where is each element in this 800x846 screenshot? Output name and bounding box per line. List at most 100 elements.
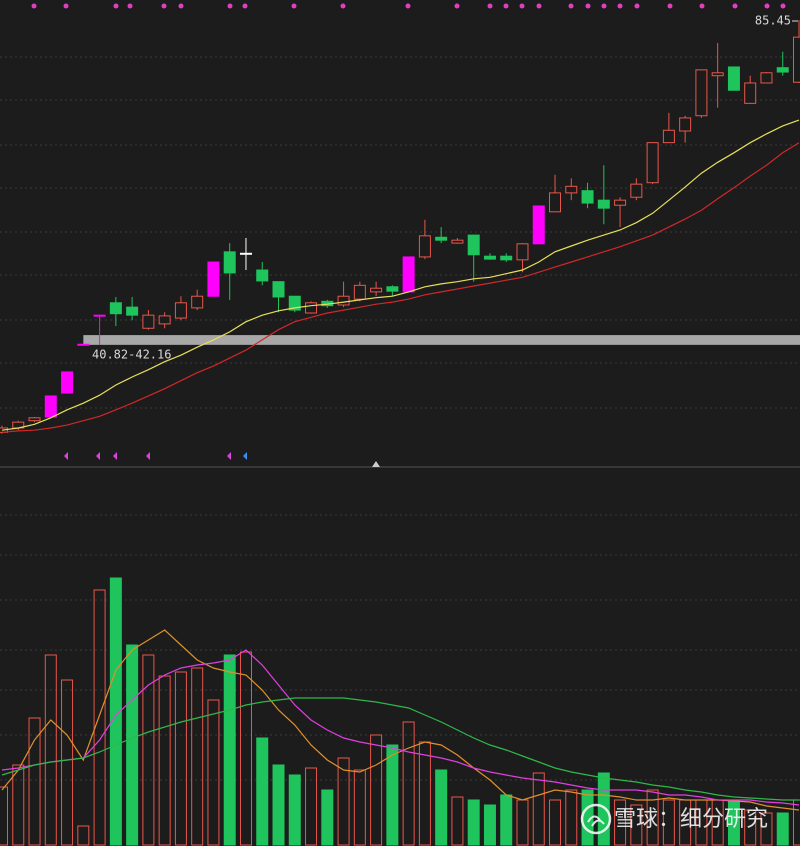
volume-bar bbox=[646, 789, 659, 846]
signal-dot bbox=[667, 3, 673, 9]
signal-arrow bbox=[243, 452, 247, 460]
volume-bar bbox=[435, 769, 448, 846]
signal-dot bbox=[127, 3, 133, 9]
signal-dot bbox=[291, 3, 297, 9]
volume-bar bbox=[516, 799, 529, 846]
candle-body bbox=[760, 72, 773, 84]
candle-body bbox=[711, 72, 724, 77]
volume-bar bbox=[776, 812, 789, 846]
volume-bar bbox=[256, 737, 269, 846]
signals bbox=[31, 3, 786, 460]
grid bbox=[0, 56, 800, 781]
volume-bar bbox=[500, 794, 513, 846]
gap-band: 40.82-42.16 bbox=[83, 335, 800, 362]
watermark-text: 雪球：细分研究 bbox=[614, 807, 768, 832]
candle-body bbox=[353, 284, 366, 300]
signal-dot bbox=[503, 3, 509, 9]
price-ma-line bbox=[1, 142, 800, 433]
signal-dot bbox=[487, 3, 493, 9]
volume-bar bbox=[597, 772, 610, 846]
candle-body bbox=[207, 261, 220, 297]
volume-bar bbox=[386, 744, 399, 846]
candle-body bbox=[109, 302, 122, 315]
volume-bar bbox=[12, 764, 25, 846]
volume-bar bbox=[744, 809, 757, 846]
volume-bar bbox=[532, 772, 545, 846]
volume-bar bbox=[370, 734, 383, 846]
signal-dot bbox=[536, 3, 542, 9]
volume-ma-line bbox=[1, 629, 800, 811]
candle-body bbox=[191, 295, 204, 309]
candle-body bbox=[93, 314, 106, 317]
candle-body bbox=[581, 190, 594, 204]
volume-bar bbox=[191, 667, 204, 846]
candle-body bbox=[174, 302, 187, 319]
plot: 85.45 bbox=[0, 14, 800, 846]
volume-bar bbox=[272, 764, 285, 846]
candle-body bbox=[500, 255, 513, 261]
candle-body bbox=[256, 269, 269, 282]
candle-body bbox=[662, 129, 675, 144]
divider-handle[interactable] bbox=[372, 461, 380, 467]
candle-body bbox=[158, 315, 171, 325]
candle-body bbox=[28, 417, 41, 422]
candle-body bbox=[272, 281, 285, 298]
volume-bar bbox=[44, 654, 57, 846]
candle-body bbox=[776, 67, 789, 73]
candle-body bbox=[288, 295, 301, 311]
candle-body bbox=[370, 287, 383, 293]
signal-dot bbox=[585, 3, 591, 9]
volume-bar bbox=[483, 804, 496, 846]
volume-bar bbox=[0, 786, 8, 846]
volume-bar bbox=[77, 825, 90, 846]
candle-body bbox=[223, 251, 236, 274]
volume-bar bbox=[158, 675, 171, 846]
high-label: 85.45 bbox=[755, 14, 791, 28]
candle-body bbox=[483, 255, 496, 260]
volume-bar bbox=[321, 789, 334, 846]
signal-dot bbox=[178, 3, 184, 9]
signal-dot bbox=[568, 3, 574, 9]
candle-body bbox=[516, 243, 529, 261]
candle-body bbox=[549, 192, 562, 213]
signal-dot bbox=[617, 3, 623, 9]
volume-bar bbox=[61, 679, 74, 846]
signal-dot bbox=[732, 3, 738, 9]
signal-dot bbox=[454, 3, 460, 9]
signal-dot bbox=[227, 3, 233, 9]
candle-body bbox=[418, 235, 431, 258]
signal-dot bbox=[405, 3, 411, 9]
watermark: 雪球：细分研究 bbox=[580, 803, 768, 835]
signal-dot bbox=[601, 3, 607, 9]
volume-bar bbox=[126, 644, 139, 846]
volume-bar bbox=[451, 796, 464, 846]
candle-body bbox=[695, 69, 708, 117]
volume-bar bbox=[467, 799, 480, 846]
candle-body bbox=[386, 286, 399, 292]
candle-body bbox=[532, 205, 545, 245]
volume-ma-line bbox=[1, 649, 800, 806]
volume-bar bbox=[549, 799, 562, 846]
signal-dot bbox=[634, 3, 640, 9]
candle-body bbox=[467, 234, 480, 256]
volume-bar bbox=[793, 799, 800, 846]
volume-bar bbox=[207, 699, 220, 846]
gap-rect bbox=[83, 335, 800, 345]
candle-body bbox=[305, 302, 318, 314]
signal-dot bbox=[519, 3, 525, 9]
volume-bar bbox=[142, 654, 155, 846]
candle-body bbox=[565, 185, 578, 194]
volume-bar bbox=[109, 577, 122, 846]
volume-bar bbox=[28, 717, 41, 846]
signal-dot bbox=[242, 3, 248, 9]
volume-ma-line bbox=[1, 697, 799, 801]
volume-bar bbox=[93, 589, 106, 846]
volume-bar bbox=[223, 654, 236, 846]
candle-body bbox=[142, 314, 155, 329]
signal-arrow bbox=[227, 452, 231, 460]
volume-bar bbox=[353, 769, 366, 846]
signal-dot bbox=[699, 3, 705, 9]
candle-body bbox=[435, 236, 448, 241]
signal-dot bbox=[31, 3, 37, 9]
